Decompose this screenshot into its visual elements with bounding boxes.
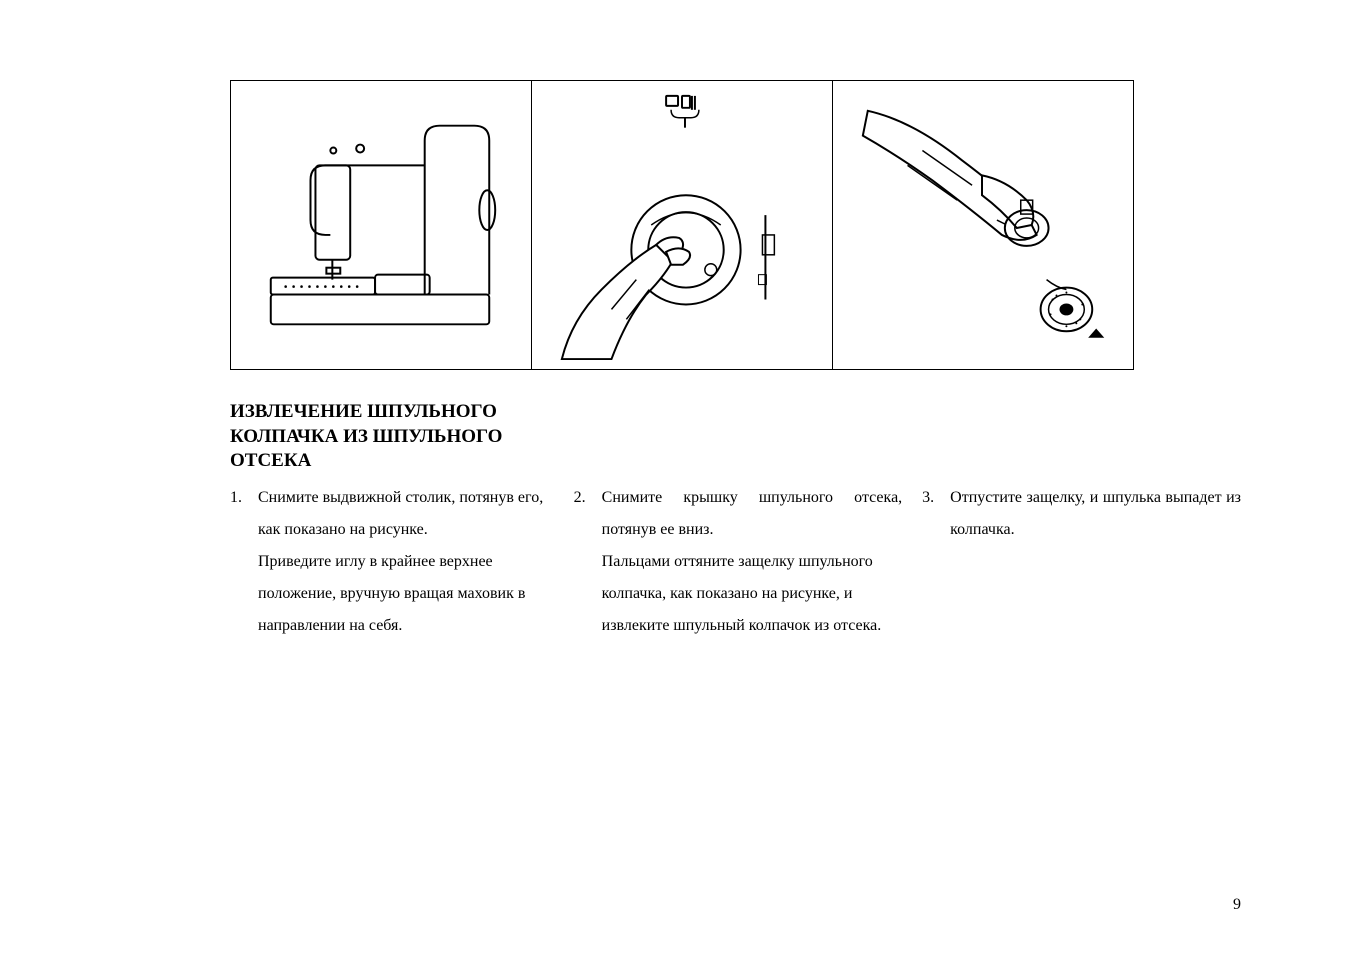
step2-number: 2.	[574, 482, 602, 546]
illustration-1	[230, 80, 532, 370]
illustration-2	[531, 80, 833, 370]
text-columns: 1. Снимите выдвижной столик, потянув его…	[230, 482, 1241, 642]
column-1: 1. Снимите выдвижной столик, потянув его…	[230, 482, 554, 642]
step1-number: 1.	[230, 482, 258, 546]
illustration-row	[230, 80, 1241, 370]
step2-text2: Пальцами оттяните защелку шпульного колп…	[602, 546, 903, 642]
step2-text1: Снимите крышку шпульного отсека, потянув…	[602, 482, 903, 546]
page-number: 9	[1233, 896, 1241, 914]
illustration-3	[832, 80, 1134, 370]
column-2: 2. Снимите крышку шпульного отсека, потя…	[574, 482, 903, 642]
section-heading: ИЗВЛЕЧЕНИЕ ШПУЛЬНОГО КОЛПАЧКА ИЗ ШПУЛЬНО…	[230, 400, 580, 474]
step1-text2: Приведите иглу в крайнее верхнее положен…	[258, 546, 554, 642]
step3-number: 3.	[922, 482, 950, 546]
step3-text1: Отпустите защелку, и шпулька выпадет из …	[950, 482, 1241, 546]
step1-text1: Снимите выдвижной столик, потянув его, к…	[258, 482, 554, 546]
column-3: 3. Отпустите защелку, и шпулька выпадет …	[922, 482, 1241, 642]
